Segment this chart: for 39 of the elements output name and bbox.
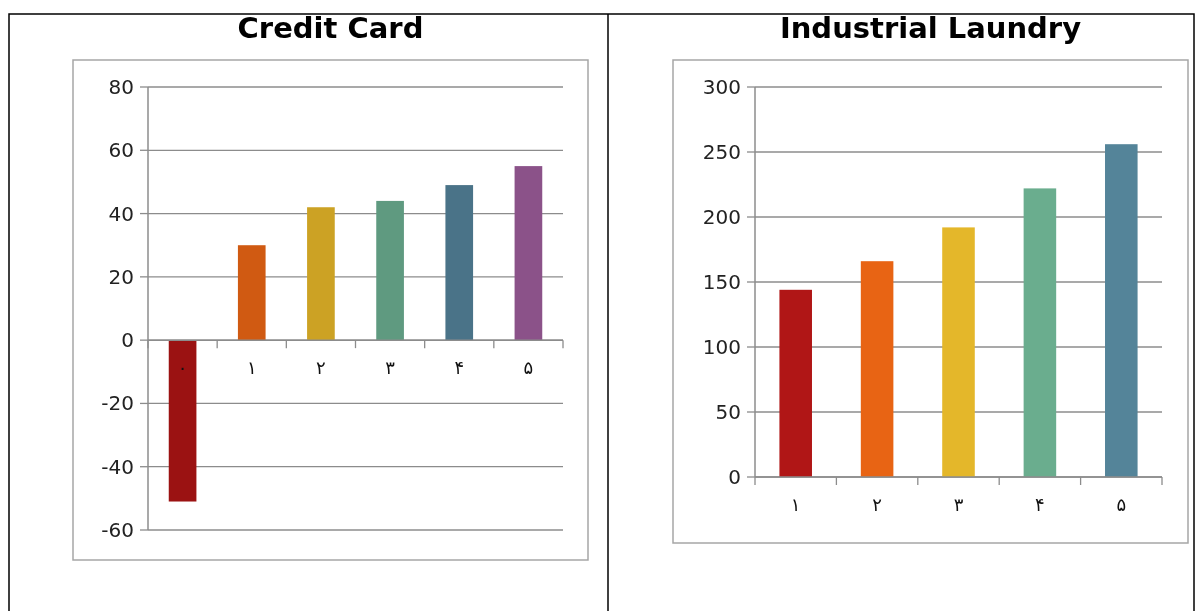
x-tick-label: ۳ xyxy=(953,494,964,515)
y-tick-label: -40 xyxy=(101,454,134,479)
y-tick-label: 100 xyxy=(702,335,741,359)
y-tick-label: -60 xyxy=(101,518,134,542)
y-tick-label: -20 xyxy=(101,391,134,416)
y-tick-label: 0 xyxy=(728,465,741,489)
bar xyxy=(860,261,894,477)
x-tick-label: ۲ xyxy=(316,357,326,379)
bar xyxy=(445,185,474,341)
x-tick-label: ۲ xyxy=(872,494,882,515)
y-tick-label: 250 xyxy=(702,140,741,164)
bar xyxy=(1105,144,1138,477)
y-tick-label: 150 xyxy=(702,270,741,294)
y-tick-label: 40 xyxy=(108,201,134,226)
y-tick-label: 20 xyxy=(108,264,134,289)
y-tick-label: 0 xyxy=(121,328,134,353)
chart-title: Industrial Laundry xyxy=(779,11,1082,45)
bar xyxy=(942,227,975,477)
y-tick-label: 60 xyxy=(108,138,134,163)
y-tick-label: 50 xyxy=(715,400,741,424)
bar xyxy=(307,207,335,341)
bar xyxy=(779,289,812,477)
x-tick-label: ۴ xyxy=(454,357,465,379)
x-tick-label: ۰ xyxy=(177,357,188,379)
y-tick-label: 200 xyxy=(702,205,741,229)
bar xyxy=(1023,188,1057,477)
y-tick-label: 300 xyxy=(702,75,741,99)
x-tick-label: ۵ xyxy=(523,357,534,379)
bar xyxy=(168,340,197,502)
x-tick-label: ۴ xyxy=(1035,494,1045,515)
bar xyxy=(514,166,543,341)
x-tick-label: ۵ xyxy=(1116,494,1127,515)
bar xyxy=(376,200,404,341)
bar xyxy=(237,245,266,341)
x-tick-label: ۱ xyxy=(246,357,257,379)
y-tick-label: 80 xyxy=(108,75,134,99)
chart-title: Credit Card xyxy=(237,11,424,45)
x-tick-label: ۳ xyxy=(385,357,396,379)
x-tick-label: ۱ xyxy=(790,494,801,515)
